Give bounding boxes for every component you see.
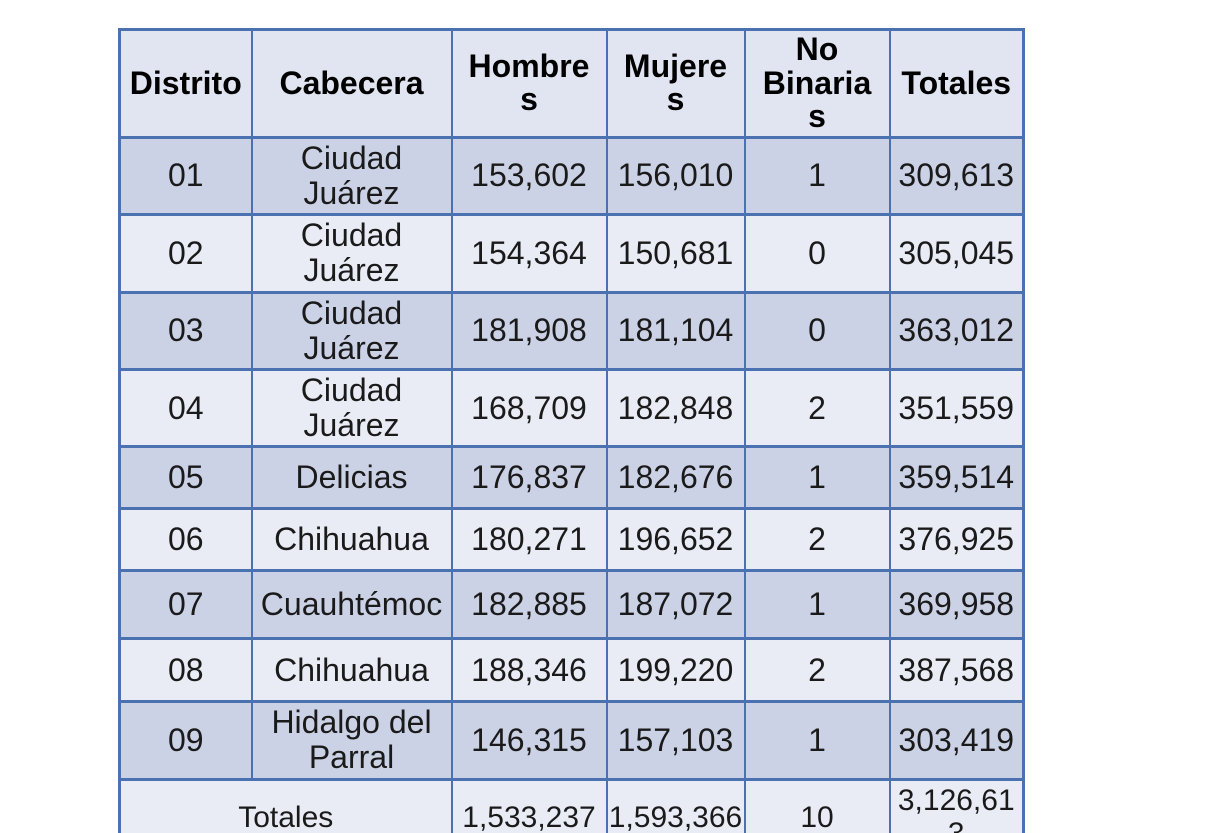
cell-distrito: 02: [118, 213, 253, 294]
cell-mujeres: 150,681: [605, 213, 746, 294]
cell-hombres: 153,602: [450, 135, 608, 217]
cell-hombres: 181,908: [450, 290, 608, 371]
cell-distrito: 05: [118, 445, 253, 511]
cell-cabecera: Ciudad Juárez: [250, 135, 453, 217]
column-header-hombres: Hombres: [450, 28, 608, 139]
column-header-mujeres: Mujeres: [605, 28, 746, 139]
cell-mujeres: 187,072: [605, 569, 746, 641]
cell-no-binarias: 1: [743, 135, 891, 217]
cell-cabecera: Ciudad Juárez: [250, 290, 453, 371]
totals-hombres: 1,533,237: [450, 777, 608, 833]
cell-cabecera: Delicias: [250, 445, 453, 511]
cell-hombres: 180,271: [450, 507, 608, 573]
cell-totales: 363,012: [888, 290, 1025, 371]
cell-no-binarias: 0: [743, 213, 891, 294]
table-row-distrito-05: 05 Delicias 176,837 182,676 1 359,514: [118, 445, 1025, 511]
column-header-no-binarias: No Binarias: [743, 28, 891, 139]
table-row-distrito-08: 08 Chihuahua 188,346 199,220 2 387,568: [118, 637, 1025, 704]
cell-mujeres: 196,652: [605, 507, 746, 573]
table-row-distrito-06: 06 Chihuahua 180,271 196,652 2 376,925: [118, 507, 1025, 573]
cell-hombres: 154,364: [450, 213, 608, 294]
cell-cabecera: Chihuahua: [250, 507, 453, 573]
cell-hombres: 188,346: [450, 637, 608, 704]
cell-distrito: 09: [118, 700, 253, 781]
totals-no-binarias: 10: [743, 777, 891, 833]
cell-distrito: 06: [118, 507, 253, 573]
cell-cabecera: Chihuahua: [250, 637, 453, 704]
cell-hombres: 182,885: [450, 569, 608, 641]
column-header-cabecera: Cabecera: [250, 28, 453, 139]
cell-no-binarias: 2: [743, 367, 891, 449]
cell-cabecera: Cuauhtémoc: [250, 569, 453, 641]
cell-totales: 376,925: [888, 507, 1025, 573]
column-header-hombres-label: Hombres: [468, 47, 590, 118]
column-header-distrito-label: Distrito: [129, 65, 242, 102]
totals-label: Totales: [118, 777, 453, 833]
table-row-distrito-03: 03 Ciudad Juárez 181,908 181,104 0 363,0…: [118, 290, 1025, 371]
cell-totales: 359,514: [888, 445, 1025, 511]
cell-distrito: 03: [118, 290, 253, 371]
cell-distrito: 01: [118, 135, 253, 217]
cell-no-binarias: 1: [743, 700, 891, 781]
cell-cabecera: Ciudad Juárez: [250, 367, 453, 449]
cell-no-binarias: 2: [743, 637, 891, 704]
cell-totales: 387,568: [888, 637, 1025, 704]
cell-mujeres: 199,220: [605, 637, 746, 704]
totals-mujeres: 1,593,366: [605, 777, 746, 833]
table-row-distrito-07: 07 Cuauhtémoc 182,885 187,072 1 369,958: [118, 569, 1025, 641]
column-header-totales-label: Totales: [901, 65, 1012, 102]
cell-mujeres: 181,104: [605, 290, 746, 371]
cell-mujeres: 157,103: [605, 700, 746, 781]
header-row: Distrito Cabecera Hombres Mujeres No Bin…: [118, 28, 1025, 139]
cell-cabecera: Hidalgo del Parral: [250, 700, 453, 781]
cell-totales: 369,958: [888, 569, 1025, 641]
cell-mujeres: 156,010: [605, 135, 746, 217]
table-row-distrito-04: 04 Ciudad Juárez 168,709 182,848 2 351,5…: [118, 367, 1025, 449]
column-header-distrito: Distrito: [118, 28, 253, 139]
cell-mujeres: 182,848: [605, 367, 746, 449]
cell-distrito: 07: [118, 569, 253, 641]
cell-totales: 305,045: [888, 213, 1025, 294]
district-population-table: Distrito Cabecera Hombres Mujeres No Bin…: [118, 28, 1025, 833]
cell-no-binarias: 2: [743, 507, 891, 573]
cell-no-binarias: 1: [743, 569, 891, 641]
cell-hombres: 176,837: [450, 445, 608, 511]
cell-distrito: 04: [118, 367, 253, 449]
column-header-cabecera-label: Cabecera: [279, 65, 424, 102]
totals-row: Totales 1,533,237 1,593,366 10 3,126,613: [118, 777, 1025, 833]
cell-distrito: 08: [118, 637, 253, 704]
cell-cabecera: Ciudad Juárez: [250, 213, 453, 294]
cell-totales: 351,559: [888, 367, 1025, 449]
table-row-distrito-01: 01 Ciudad Juárez 153,602 156,010 1 309,6…: [118, 135, 1025, 217]
column-header-totales: Totales: [888, 28, 1025, 139]
table-row-distrito-09: 09 Hidalgo del Parral 146,315 157,103 1 …: [118, 700, 1025, 781]
cell-no-binarias: 0: [743, 290, 891, 371]
cell-mujeres: 182,676: [605, 445, 746, 511]
cell-hombres: 146,315: [450, 700, 608, 781]
column-header-mujeres-label: Mujeres: [623, 47, 728, 118]
cell-totales: 309,613: [888, 135, 1025, 217]
totals-totales: 3,126,613: [888, 777, 1025, 833]
table-row-distrito-02: 02 Ciudad Juárez 154,364 150,681 0 305,0…: [118, 213, 1025, 294]
cell-no-binarias: 1: [743, 445, 891, 511]
cell-hombres: 168,709: [450, 367, 608, 449]
cell-totales: 303,419: [888, 700, 1025, 781]
column-header-no-binarias-label: No Binarias: [762, 31, 872, 135]
